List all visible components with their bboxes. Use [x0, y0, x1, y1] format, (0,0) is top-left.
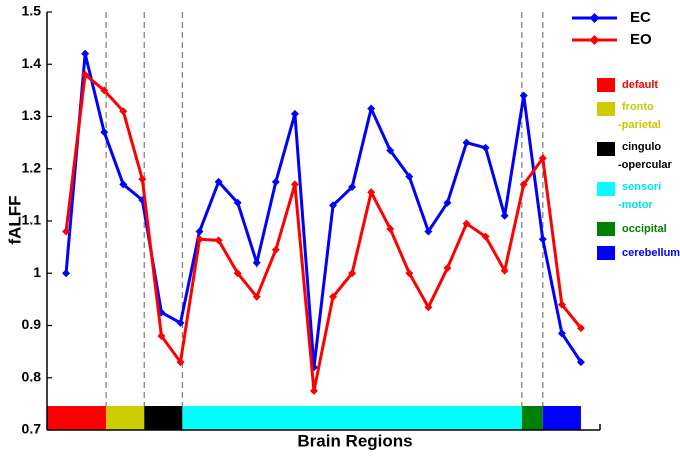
region-legend-swatch — [597, 102, 615, 116]
point-marker — [386, 146, 395, 155]
point-marker — [271, 177, 280, 186]
point-marker — [252, 292, 261, 301]
point-marker — [252, 258, 261, 267]
point-marker — [424, 303, 433, 312]
point-marker — [519, 91, 528, 100]
point-marker — [176, 318, 185, 327]
point-marker — [443, 264, 452, 273]
region-legend-swatch — [597, 78, 615, 92]
series-line — [64, 53, 583, 368]
point-marker — [557, 300, 566, 309]
point-marker — [329, 292, 338, 301]
legend-marker — [589, 35, 600, 45]
region-legend-label: fronto — [622, 101, 654, 113]
point-marker — [576, 324, 585, 333]
region-legend-swatch — [597, 222, 615, 236]
point-marker — [500, 266, 509, 275]
point-marker — [233, 198, 242, 207]
point-marker — [233, 269, 242, 278]
point-marker — [329, 201, 338, 210]
legend-marker — [589, 13, 600, 23]
y-tick-label: 0.7 — [22, 421, 42, 437]
region-legend-swatch — [597, 246, 615, 260]
point-marker — [81, 49, 90, 58]
region-bar — [47, 406, 107, 430]
point-marker — [557, 329, 566, 338]
region-legend-label: default — [622, 79, 658, 91]
point-marker — [386, 224, 395, 233]
point-marker — [481, 232, 490, 241]
point-marker — [195, 227, 204, 236]
point-marker — [405, 269, 414, 278]
point-marker — [405, 172, 414, 181]
region-bar — [106, 406, 145, 430]
region-bar — [542, 406, 581, 430]
point-marker — [271, 245, 280, 254]
y-tick-label: 1 — [33, 264, 41, 280]
region-legend-label: cerebellum — [622, 247, 680, 259]
point-marker — [424, 227, 433, 236]
region-legend-swatch — [597, 142, 615, 156]
region-legend-swatch — [597, 182, 615, 196]
point-marker — [443, 198, 452, 207]
y-tick-label: 1.1 — [22, 212, 42, 228]
point-marker — [462, 219, 471, 228]
region-bar — [521, 406, 543, 430]
point-marker — [538, 154, 547, 163]
point-marker — [367, 104, 376, 113]
point-marker — [157, 331, 166, 340]
point-marker — [290, 109, 299, 118]
region-legend-label: cingulo — [622, 141, 661, 153]
series-line — [64, 71, 583, 392]
x-axis-label: Brain Regions — [297, 431, 412, 450]
point-marker — [214, 236, 223, 245]
point-marker — [309, 386, 318, 395]
y-tick-label: 1.5 — [22, 3, 42, 19]
region-legend-label: sensori — [622, 181, 661, 193]
point-marker — [119, 107, 128, 116]
region-legend-label: -opercular — [618, 159, 673, 171]
point-marker — [195, 235, 204, 244]
point-marker — [290, 180, 299, 189]
y-tick-label: 1.4 — [22, 55, 42, 71]
point-marker — [81, 70, 90, 79]
y-tick-label: 1.3 — [22, 107, 42, 123]
point-marker — [519, 180, 528, 189]
region-bar — [144, 406, 183, 430]
legend-label: EO — [630, 31, 652, 48]
y-tick-label: 0.8 — [22, 368, 42, 384]
point-marker — [100, 86, 109, 95]
point-marker — [462, 138, 471, 147]
point-marker — [214, 177, 223, 186]
point-marker — [348, 183, 357, 192]
region-legend-label: occipital — [622, 223, 667, 235]
y-axis-label: fALFF — [5, 195, 24, 244]
y-tick-label: 1.2 — [22, 159, 42, 175]
point-marker — [138, 175, 147, 184]
point-marker — [367, 188, 376, 197]
region-legend-label: -parietal — [618, 119, 661, 131]
region-bar — [182, 406, 522, 430]
region-legend-label: -motor — [618, 199, 654, 211]
point-marker — [62, 269, 71, 278]
point-marker — [538, 235, 547, 244]
point-marker — [119, 180, 128, 189]
y-tick-label: 0.9 — [22, 316, 42, 332]
legend-label: EC — [630, 9, 651, 26]
point-marker — [481, 143, 490, 152]
point-marker — [348, 269, 357, 278]
point-marker — [576, 358, 585, 367]
point-marker — [176, 358, 185, 367]
point-marker — [100, 128, 109, 137]
point-marker — [500, 211, 509, 220]
point-marker — [62, 227, 71, 236]
